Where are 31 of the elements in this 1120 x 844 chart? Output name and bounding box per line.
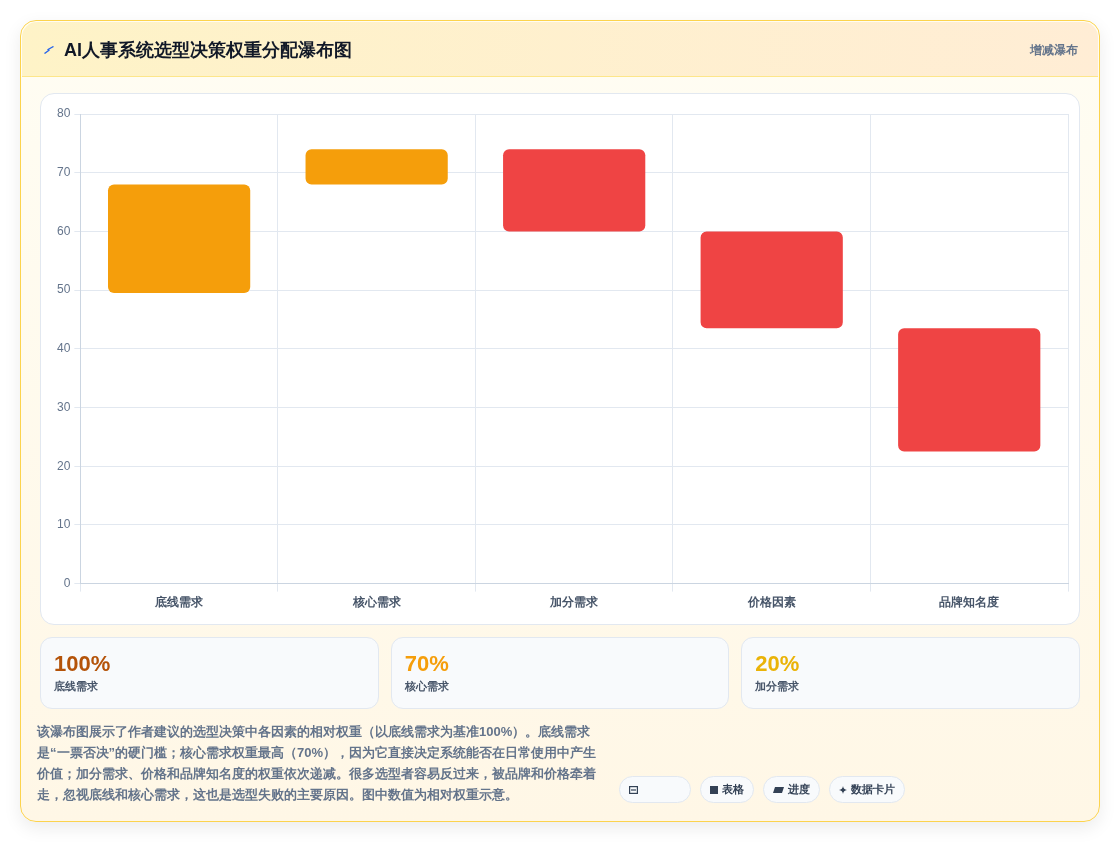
bar xyxy=(503,149,646,232)
text: 100% xyxy=(54,651,111,676)
bar xyxy=(108,184,251,294)
pill-button: 数据卡片 xyxy=(829,776,905,803)
bar xyxy=(700,231,843,329)
category-label: 加分需求 xyxy=(755,679,801,694)
x-tick-label: 核心需求 xyxy=(351,595,402,610)
y-tick-label: 60 xyxy=(56,223,71,238)
bar xyxy=(898,328,1041,452)
x-tick-label: 价格因素 xyxy=(746,595,796,610)
text: 增减瀑布 xyxy=(1030,42,1078,59)
y-tick-label: 30 xyxy=(56,399,71,414)
y-tick-label: 40 xyxy=(56,341,71,356)
y-tick-label: 0 xyxy=(63,575,71,590)
y-tick-label: 80 xyxy=(56,106,71,121)
pill-button: 进度 xyxy=(763,776,820,803)
y-tick-label: 10 xyxy=(56,517,71,532)
text: 该瀑布图展示了作者建议的选型决策中各因素的相对权重（以底线需求为基准100%）。底线需求是“一票否决”的硬门槛；核心需求权重最高（70%），因为它直接决定系统能否在日常使用中产生价值；加分需求、价格和品牌知名度的权重依次递减。很多选型者容易反过来，被品牌和价格牵着走，忽视底线和核心需求，这也是选型失败的主要原因。图中数值为相对权重示意。 xyxy=(37,723,598,804)
x-tick-label: 加分需求 xyxy=(549,595,600,610)
y-tick-label: 70 xyxy=(56,165,71,180)
category-label: 核心需求 xyxy=(404,679,450,694)
y-tick-label: 50 xyxy=(56,282,71,297)
text: 20% xyxy=(755,651,800,676)
x-tick-label: 品牌知名度 xyxy=(939,595,1000,610)
y-tick-label: 20 xyxy=(56,458,71,473)
x-tick-label: 底线需求 xyxy=(154,595,205,610)
category-label: 底线需求 xyxy=(54,679,99,694)
text: 70% xyxy=(404,651,449,676)
pill-button: 表格 xyxy=(700,776,754,803)
bar xyxy=(305,149,448,185)
chart-title: AI人事系统选型决策权重分配瀑布图 xyxy=(64,39,352,62)
